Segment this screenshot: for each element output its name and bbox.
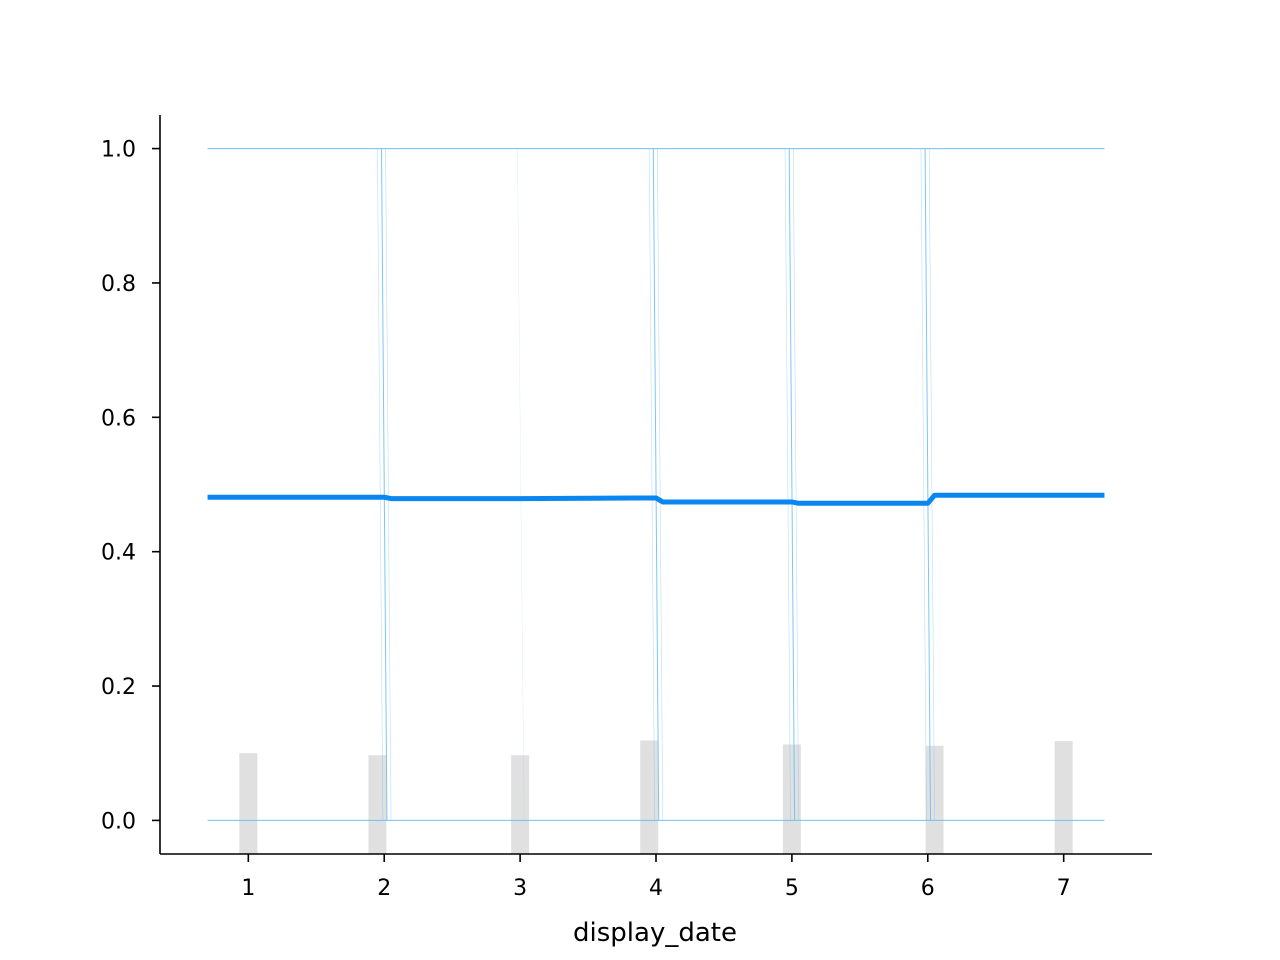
x-tick-label: 2: [377, 876, 391, 901]
ice-line-transition: [648, 148, 655, 821]
y-tick-label: 1.0: [101, 138, 136, 163]
histogram-bar: [511, 755, 530, 854]
histogram-bar: [640, 740, 659, 854]
y-tick-label: 0.2: [101, 675, 136, 700]
ice-line-transition: [652, 148, 660, 821]
x-tick-label: 3: [513, 876, 527, 901]
y-tick-label: 0.8: [101, 272, 136, 297]
ice-line-transition: [788, 148, 796, 821]
ice-line-transition: [924, 148, 931, 821]
histogram-bar: [368, 755, 387, 854]
mean-line-layer: [207, 492, 1105, 506]
y-tick-label: 0.0: [101, 809, 136, 834]
histogram-bar: [239, 753, 258, 854]
histogram-bar: [782, 744, 801, 854]
x-tick-label: 7: [1057, 876, 1071, 901]
ice-line-transition: [792, 148, 799, 821]
ice-line-transition: [784, 148, 791, 821]
ice-line-transition: [381, 148, 388, 821]
ice-line-transition: [377, 148, 384, 821]
histogram-bars: [239, 740, 1073, 854]
ice-line-transition: [928, 148, 935, 821]
histogram-bar: [1054, 741, 1073, 854]
x-axis-label: display_date: [573, 918, 737, 948]
ice-line-transition: [657, 148, 664, 821]
x-tick-label: 1: [241, 876, 255, 901]
ice-line-transition: [517, 148, 525, 821]
ice-line-transition: [385, 148, 392, 821]
mean-line: [207, 492, 1105, 506]
y-tick-label: 0.6: [101, 406, 136, 431]
y-tick-label: 0.4: [101, 541, 136, 566]
axes: 1 2 3 4 5 6 7 0.0 0.2 0.4 0.6 0.8 1.0: [101, 115, 1152, 901]
x-tick-label: 4: [649, 876, 663, 901]
ice-lines: [207, 148, 1105, 821]
x-tick-label: 6: [921, 876, 935, 901]
x-tick-label: 5: [785, 876, 799, 901]
ice-line-transition: [920, 148, 927, 821]
